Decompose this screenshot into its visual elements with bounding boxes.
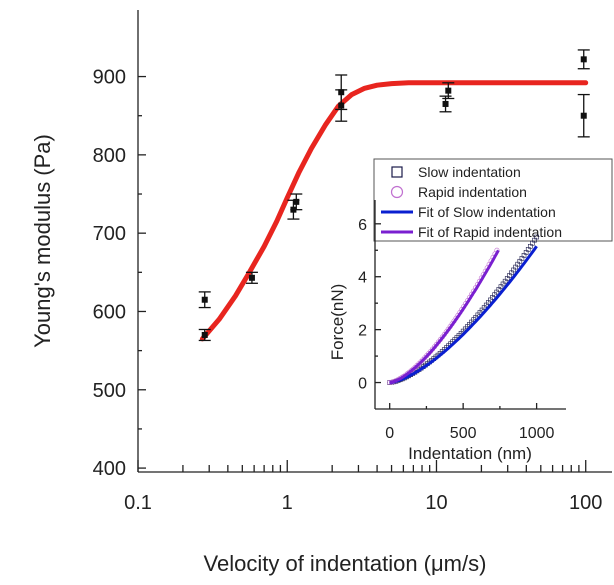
y-tick-label: 400 [93,458,126,480]
square-marker [201,296,208,303]
data-point [198,291,211,309]
data-point [335,89,348,122]
inset-y-tick-label: 4 [358,270,367,287]
square-marker [293,198,300,205]
fit-rapid-line [389,249,500,384]
legend-swatch-square [391,166,403,178]
legend-swatch-circle [390,185,404,199]
inset-legend-box [373,158,613,242]
inset-x-tick-label: 1000 [519,425,555,442]
inset-series [387,234,539,386]
x-tick-label: 10 [425,492,447,514]
fit-slow-line [389,245,538,384]
inset-plot: Slow indentation Rapid indentation Fit of … [328,158,613,463]
main-x-ticks: 0.1 1 10 100 [124,460,602,514]
inset-y-tick-label: 6 [358,217,367,234]
main-data-points [198,49,590,342]
square-marker [248,274,255,281]
y-tick-label: 500 [93,380,126,402]
data-point [290,193,303,211]
square-marker [338,102,345,109]
y-tick-label: 600 [93,301,126,323]
y-tick-label: 800 [93,145,126,167]
square-marker [445,87,452,94]
data-point [442,82,455,100]
inset-x-tick-label: 0 [385,425,394,442]
square-marker [580,56,587,63]
inset-y-ticks: 0 2 4 6 [358,217,381,393]
legend-entry: Fit of Slow indentation [381,204,556,220]
inset-y-tick-label: 2 [358,323,367,340]
legend-label: Rapid indentation [418,184,527,200]
legend-entry: Rapid indentation [390,184,527,200]
x-tick-label: 1 [282,492,293,514]
legend-entry: Slow indentation [391,164,521,180]
square-marker [201,331,208,338]
data-point [577,93,590,138]
square-marker [580,112,587,119]
open-square-marker [534,234,539,240]
inset-x-tick-label: 500 [450,425,477,442]
legend-entry: Fit of Rapid indentation [381,224,562,240]
main-y-axis-title: Young's modulus (Pa) [30,134,55,348]
y-tick-label: 700 [93,223,126,245]
square-marker [442,100,449,107]
y-tick-label: 900 [93,67,126,89]
legend-label: Fit of Slow indentation [418,204,556,220]
main-y-ticks: 400 500 600 700 800 900 [93,67,146,480]
inset-y-axis-title: Force(nN) [328,284,347,361]
data-point [577,49,590,70]
inset-y-tick-label: 0 [358,376,367,393]
main-x-axis-title: Velocity of indentation (μm/s) [204,551,487,576]
data-point [198,328,211,342]
x-tick-label: 0.1 [124,492,152,514]
data-point [245,271,258,284]
legend-label: Slow indentation [418,164,521,180]
legend-label: Fit of Rapid indentation [418,224,562,240]
inset-legend: Slow indentation Rapid indentation Fit of … [381,164,562,240]
inset-x-axis-title: Indentation (nm) [408,444,532,463]
inset-x-ticks: 0 500 1000 [385,403,555,442]
x-tick-label: 100 [569,492,602,514]
